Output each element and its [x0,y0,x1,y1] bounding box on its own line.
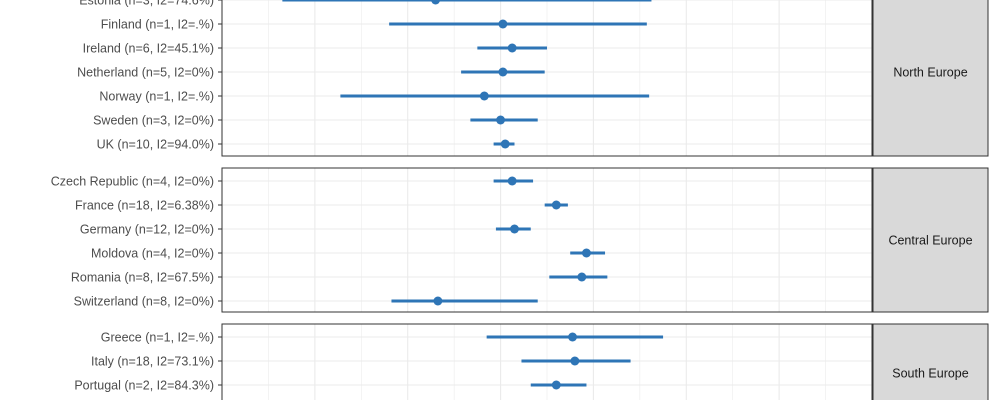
y-tick-label: Czech Republic (n=4, I2=0%) [51,175,214,189]
y-tick-label: Norway (n=1, I2=.%) [99,90,214,104]
panel-border [221,323,873,400]
y-tick-label: Portugal (n=2, I2=84.3%) [74,379,214,393]
point-estimate [577,272,587,282]
y-tick-label: Italy (n=18, I2=73.1%) [91,355,214,369]
point-estimate [581,248,591,258]
facet-strip [872,0,989,157]
y-tick-label: Germany (n=12, I2=0%) [80,223,214,237]
y-tick-label: Ireland (n=6, I2=45.1%) [83,42,214,56]
y-tick-label: Finland (n=1, I2=.%) [101,18,214,32]
point-estimate [431,0,441,5]
facet-strip [872,167,989,313]
point-estimate [551,200,561,210]
point-estimate [507,43,517,53]
y-tick-label: UK (n=10, I2=94.0%) [97,138,214,152]
point-estimate [496,115,506,125]
facet-strip-label: South Europe [892,367,968,381]
y-tick-label: Estonia (n=3, I2=74.6%) [79,0,214,8]
y-tick-label: Switzerland (n=8, I2=0%) [74,295,214,309]
y-tick-label: Greece (n=1, I2=.%) [101,331,214,345]
y-tick-label: Romania (n=8, I2=67.5%) [71,271,214,285]
point-estimate [433,296,443,306]
point-estimate [570,356,580,366]
y-tick-label: France (n=18, I2=6.38%) [75,199,214,213]
y-tick-label: Moldova (n=4, I2=0%) [91,247,214,261]
point-estimate [500,139,510,149]
facet-strip [872,323,989,400]
point-estimate [498,67,508,77]
y-tick-label: Sweden (n=3, I2=0%) [93,114,214,128]
point-estimate [507,176,517,186]
point-estimate [510,224,519,234]
point-estimate [479,91,489,101]
point-estimate [568,332,578,342]
panel-border [221,167,873,313]
panel-border [221,0,873,157]
point-estimate [498,19,508,29]
y-tick-label: Netherland (n=5, I2=0%) [77,66,214,80]
point-estimate [551,380,561,390]
facet-strip-label: North Europe [893,66,967,80]
facet-strip-label: Central Europe [888,234,972,248]
